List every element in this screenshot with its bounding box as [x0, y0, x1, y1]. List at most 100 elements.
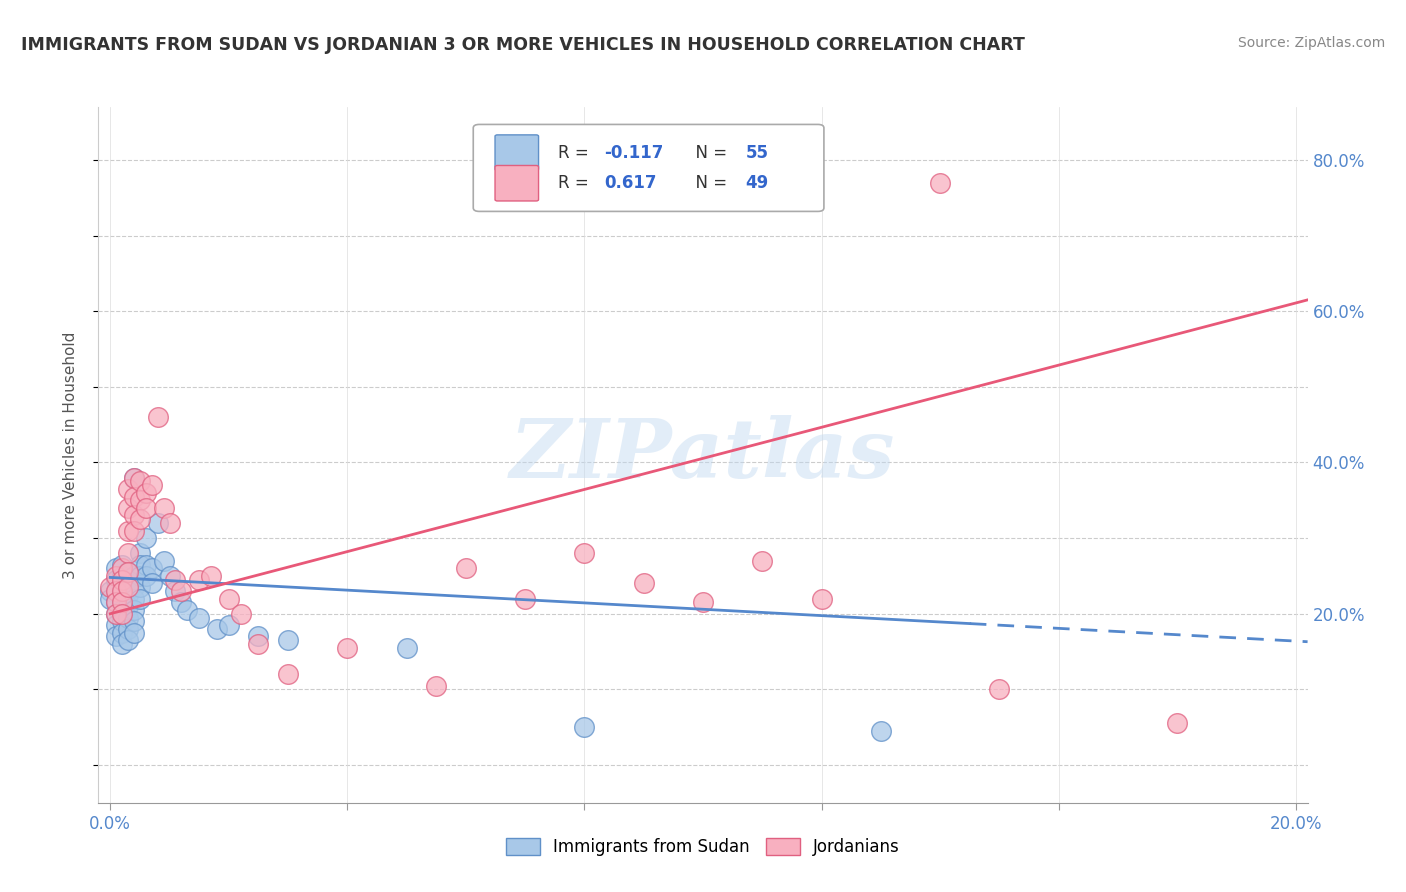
Point [135, 569, 157, 583]
FancyBboxPatch shape [474, 124, 824, 211]
Point [135, 558, 157, 572]
Point [122, 508, 145, 523]
Point [869, 723, 891, 738]
Point [454, 561, 477, 575]
Point [129, 512, 152, 526]
Point [141, 478, 163, 492]
Point [117, 580, 139, 594]
Point [122, 625, 145, 640]
Point [117, 588, 139, 602]
FancyBboxPatch shape [495, 135, 538, 170]
Text: N =: N = [685, 144, 733, 161]
Point [159, 516, 181, 530]
Point [111, 573, 134, 587]
Point [111, 569, 134, 583]
Point [105, 595, 128, 609]
Point [692, 595, 714, 609]
Point [165, 573, 187, 587]
Point [229, 607, 252, 621]
Point [188, 573, 211, 587]
Text: IMMIGRANTS FROM SUDAN VS JORDANIAN 3 OR MORE VEHICLES IN HOUSEHOLD CORRELATION C: IMMIGRANTS FROM SUDAN VS JORDANIAN 3 OR … [21, 36, 1025, 54]
Point [146, 516, 169, 530]
Point [218, 618, 240, 632]
Point [425, 679, 447, 693]
Point [247, 629, 270, 643]
Point [111, 580, 134, 594]
Point [105, 569, 128, 583]
Text: N =: N = [685, 174, 733, 192]
Point [122, 569, 145, 583]
Point [247, 637, 270, 651]
Text: -0.117: -0.117 [603, 144, 664, 161]
Point [111, 595, 134, 609]
Point [105, 573, 128, 587]
Point [111, 637, 134, 651]
Point [111, 625, 134, 640]
Legend: Immigrants from Sudan, Jordanians: Immigrants from Sudan, Jordanians [498, 830, 908, 864]
Point [105, 595, 128, 609]
Point [200, 569, 222, 583]
Point [218, 591, 240, 606]
Point [165, 584, 187, 599]
Point [188, 610, 211, 624]
Point [105, 561, 128, 575]
Text: 55: 55 [745, 144, 768, 161]
Point [122, 524, 145, 538]
Point [129, 475, 152, 489]
Point [117, 622, 139, 636]
Point [146, 410, 169, 425]
Point [152, 554, 174, 568]
Point [129, 580, 152, 594]
Point [176, 603, 198, 617]
Point [117, 482, 139, 496]
FancyBboxPatch shape [495, 166, 538, 201]
Point [129, 569, 152, 583]
Point [129, 546, 152, 560]
Point [117, 565, 139, 579]
Point [122, 580, 145, 594]
Point [277, 633, 299, 648]
Point [117, 610, 139, 624]
Text: 0.617: 0.617 [603, 174, 657, 192]
Point [105, 584, 128, 599]
Point [141, 576, 163, 591]
Point [929, 176, 952, 190]
Point [159, 569, 181, 583]
Point [111, 561, 134, 575]
Point [105, 584, 128, 599]
Text: R =: R = [558, 144, 593, 161]
Point [111, 558, 134, 572]
Point [117, 565, 139, 579]
Point [170, 584, 193, 599]
Text: ZIPatlas: ZIPatlas [510, 415, 896, 495]
Point [117, 599, 139, 614]
Text: 49: 49 [745, 174, 769, 192]
Point [111, 603, 134, 617]
Point [141, 561, 163, 575]
Point [574, 546, 596, 560]
Point [105, 618, 128, 632]
Text: Source: ZipAtlas.com: Source: ZipAtlas.com [1237, 36, 1385, 50]
Point [105, 607, 128, 621]
Point [117, 524, 139, 538]
Point [111, 607, 134, 621]
Point [98, 584, 121, 599]
Point [105, 629, 128, 643]
Point [336, 640, 359, 655]
Point [117, 633, 139, 648]
Point [129, 493, 152, 508]
Point [810, 591, 832, 606]
Point [205, 622, 228, 636]
Point [988, 682, 1011, 697]
Point [135, 485, 157, 500]
Point [633, 576, 655, 591]
Point [751, 554, 773, 568]
Point [117, 576, 139, 591]
Point [129, 558, 152, 572]
Point [277, 667, 299, 681]
Y-axis label: 3 or more Vehicles in Household: 3 or more Vehicles in Household [63, 331, 77, 579]
Point [515, 591, 537, 606]
Point [122, 490, 145, 504]
Point [122, 470, 145, 484]
Point [574, 720, 596, 734]
